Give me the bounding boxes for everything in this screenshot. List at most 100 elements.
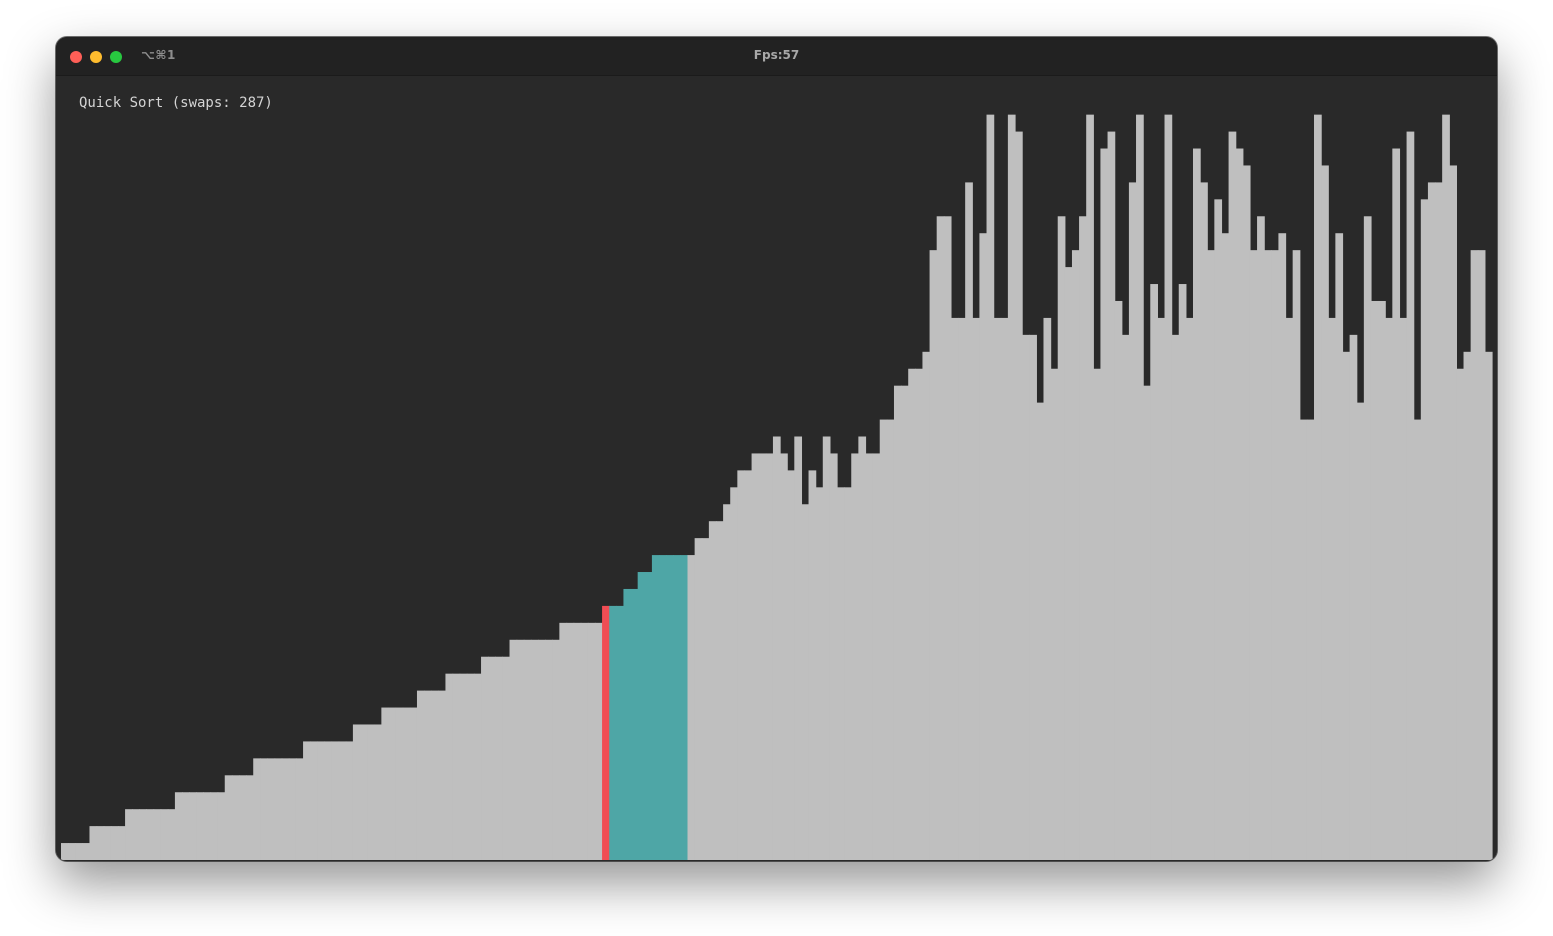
partition-bar <box>644 572 653 860</box>
bar <box>96 826 105 860</box>
bar <box>1335 233 1344 861</box>
bar <box>82 843 91 860</box>
bar <box>1150 284 1158 860</box>
bar <box>701 538 710 860</box>
bar <box>1128 182 1137 860</box>
bar <box>1043 317 1052 860</box>
bar <box>1278 233 1287 861</box>
bar <box>345 741 354 860</box>
bar <box>203 792 212 860</box>
bar <box>1071 250 1080 860</box>
bar <box>886 419 895 860</box>
bar <box>1470 250 1479 860</box>
bar <box>893 385 902 860</box>
bar <box>1442 114 1450 860</box>
bar <box>1271 250 1280 860</box>
bar <box>1370 300 1379 860</box>
pivot-bar <box>602 605 610 860</box>
bar <box>1406 131 1415 860</box>
bar <box>303 741 311 860</box>
bar <box>139 809 148 860</box>
bar <box>730 487 738 860</box>
bar <box>224 775 233 860</box>
bar <box>110 826 119 860</box>
bar <box>559 622 568 860</box>
bar <box>374 724 382 860</box>
sort-visualization <box>61 114 1493 861</box>
bar <box>765 453 774 860</box>
bar <box>1214 199 1223 861</box>
bar <box>844 487 852 860</box>
bar <box>808 470 817 860</box>
bar <box>153 809 162 860</box>
bar <box>1178 284 1187 860</box>
terminal-window: ⌥⌘1 Fps:57 Quick Sort (swaps: 287) <box>56 37 1497 861</box>
bar <box>1086 114 1094 860</box>
bar <box>196 792 204 860</box>
bar <box>267 758 276 860</box>
bar <box>481 656 489 860</box>
bar <box>972 317 980 860</box>
bar <box>445 673 454 860</box>
bar <box>545 639 553 860</box>
bar <box>68 843 76 860</box>
bar <box>1228 131 1237 860</box>
bar <box>516 639 525 860</box>
title-bar[interactable]: ⌥⌘1 Fps:57 <box>56 37 1497 76</box>
bar <box>950 317 959 860</box>
close-window-button[interactable] <box>70 51 82 63</box>
partition-bar <box>673 555 681 860</box>
tab-shortcut-label: ⌥⌘1 <box>141 48 176 62</box>
bar <box>1015 131 1023 860</box>
minimize-window-button[interactable] <box>90 51 102 63</box>
zoom-window-button[interactable] <box>110 51 122 63</box>
bar <box>295 758 304 860</box>
bar <box>395 707 404 860</box>
bar <box>409 707 418 860</box>
bar <box>246 775 254 860</box>
bar <box>217 792 226 860</box>
terminal-content[interactable]: Quick Sort (swaps: 287) <box>56 76 1497 861</box>
bar <box>879 419 888 860</box>
bar <box>1107 131 1116 860</box>
bar <box>801 504 810 860</box>
bar <box>1328 317 1336 860</box>
bar <box>1121 334 1130 860</box>
bar <box>1399 317 1408 860</box>
partition-bar <box>623 588 632 860</box>
sort-status-text: Quick Sort (swaps: 287) <box>79 95 273 111</box>
partition-bar <box>637 572 646 860</box>
bar <box>958 317 966 860</box>
bar <box>1235 148 1244 860</box>
bar <box>538 639 546 860</box>
bar <box>922 351 931 860</box>
partition-bar <box>680 555 689 860</box>
bar <box>103 826 112 860</box>
bar <box>459 673 468 860</box>
bar <box>125 809 133 860</box>
bar <box>1427 182 1436 860</box>
bar <box>787 470 795 860</box>
bar <box>495 656 503 860</box>
bar <box>331 741 340 860</box>
bar <box>1463 351 1472 860</box>
bar <box>438 690 447 860</box>
bar <box>723 504 731 860</box>
bar <box>488 656 496 860</box>
bar <box>1242 165 1251 861</box>
bar <box>587 622 596 860</box>
window-title: Fps:57 <box>753 48 800 62</box>
bar <box>1484 351 1493 860</box>
bar <box>1264 250 1272 860</box>
bar <box>381 707 390 860</box>
bar <box>943 216 952 860</box>
bar <box>901 385 909 860</box>
partition-bar <box>616 605 625 860</box>
bar <box>167 809 176 860</box>
bar <box>281 758 290 860</box>
bar <box>146 809 155 860</box>
bar <box>1392 148 1401 860</box>
bar <box>694 538 703 860</box>
bar <box>424 690 432 860</box>
bar <box>1342 351 1351 860</box>
